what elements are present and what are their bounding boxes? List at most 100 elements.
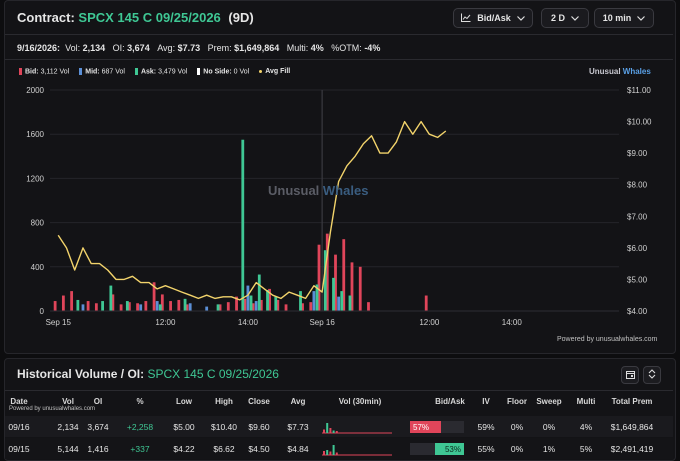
bar-bid	[334, 254, 337, 311]
stats-prem: $1,649,864	[234, 43, 280, 53]
bar-bid	[301, 303, 304, 311]
bar-bid	[284, 304, 288, 311]
cell-multi: 4%	[579, 422, 593, 432]
legend-avg-fill-label: Avg Fill	[265, 68, 291, 76]
oi-label: OI:	[112, 43, 125, 53]
column-header[interactable]: Total Prem	[611, 397, 653, 406]
volume-sparkline	[322, 423, 392, 434]
days-to-expiry: (9D)	[228, 10, 254, 25]
side-select[interactable]: Bid/Ask	[453, 8, 533, 28]
column-header[interactable]: Close	[248, 397, 270, 406]
table-row[interactable]	[5, 416, 673, 437]
y-tick-label: 400	[31, 263, 45, 272]
bar-bid	[424, 295, 428, 311]
brand-part2: Whales	[622, 67, 651, 76]
cell-date: 09/16	[8, 422, 30, 432]
historical-title-label: Historical Volume / OI:	[17, 367, 145, 381]
column-header[interactable]: Bid/Ask	[435, 397, 465, 406]
bar-bid	[276, 299, 280, 311]
watermark-part1: Unusual	[268, 183, 323, 198]
x-tick-label: 14:00	[238, 318, 259, 327]
interval-select-label: 10 min	[602, 13, 632, 23]
brand-logo: Unusual Whales	[589, 67, 651, 76]
bar-ask	[332, 277, 335, 311]
column-header[interactable]: Multi	[576, 397, 596, 406]
cell-high: $10.40	[211, 422, 237, 432]
cell-pct: +337	[130, 444, 150, 454]
column-header[interactable]: Vol	[62, 397, 74, 406]
bar-mid	[312, 291, 316, 311]
bar-ask	[101, 301, 104, 311]
legend-ask[interactable]: Ask: 3,479 Vol	[134, 68, 188, 76]
y-tick-label: 0	[40, 307, 45, 316]
legend-mid[interactable]: Mid: 687 Vol	[79, 68, 125, 75]
bar-bid	[342, 239, 346, 311]
bar-bid	[127, 302, 131, 311]
historical-title: Historical Volume / OI: SPCX 145 C 09/25…	[17, 367, 279, 381]
contract-symbol[interactable]: SPCX 145 C 09/25/2026	[78, 10, 221, 25]
chart-watermark: Unusual Whales	[268, 183, 368, 198]
bid-ask-bar: 57%	[410, 421, 464, 433]
column-header[interactable]: %	[136, 397, 144, 406]
y2-tick-label: $11.00	[627, 86, 651, 95]
column-header[interactable]: IV	[482, 397, 490, 406]
watermark-part2: Whales	[322, 183, 369, 198]
cell-sweep: 0%	[542, 422, 556, 432]
legend-avg-fill[interactable]: Avg Fill	[259, 68, 290, 75]
cell-low: $4.22	[173, 444, 195, 454]
column-header[interactable]: Date	[10, 397, 28, 406]
stats-oi: 3,674	[127, 43, 150, 53]
y2-tick-label: $8.00	[627, 181, 648, 190]
legend-bid[interactable]: Bid: 3,112 Vol	[19, 68, 69, 75]
legend-ask-label: Ask:	[140, 68, 157, 76]
bar-bid	[358, 266, 362, 311]
bar-ask	[125, 301, 129, 311]
column-header[interactable]: Sweep	[536, 397, 562, 406]
export-button[interactable]	[621, 366, 639, 384]
vol-label: Vol:	[65, 43, 81, 53]
interval-select[interactable]: 10 min	[594, 8, 654, 28]
sort-button[interactable]	[643, 366, 661, 384]
bar-bid	[185, 304, 189, 311]
bar-bid	[259, 299, 263, 311]
bar-mid	[81, 304, 85, 311]
bar-mid	[205, 306, 209, 311]
x-tick-label: Sep 16	[309, 318, 335, 327]
line-chart-icon	[461, 13, 471, 24]
column-header[interactable]: Avg	[290, 397, 306, 406]
column-header[interactable]: High	[215, 397, 233, 406]
volume-sparkline	[322, 445, 392, 456]
column-header[interactable]: OI	[93, 397, 103, 406]
cell-oi: 1,416	[87, 444, 109, 454]
bar-ask	[249, 295, 253, 311]
stats-vol: 2,134	[82, 43, 106, 53]
x-tick-label: 12:00	[419, 318, 440, 327]
cell-floor: 0%	[510, 422, 524, 432]
legend-ask-value: 3,479 Vol	[158, 68, 188, 76]
range-select[interactable]: 2 D	[541, 8, 589, 28]
column-header[interactable]: Low	[176, 397, 192, 406]
table-row[interactable]	[5, 438, 673, 459]
otm-label: %OTM:	[331, 43, 362, 53]
cell-close: $9.60	[248, 422, 270, 432]
bar-ask	[323, 250, 327, 311]
legend-mid-value: 687 Vol	[101, 68, 125, 76]
y2-tick-label: $9.00	[627, 149, 648, 158]
bid-ask-bar: 53%	[410, 443, 464, 455]
bar-ask	[274, 296, 278, 311]
x-tick-label: Sep 15	[46, 318, 72, 327]
bar-bid	[251, 303, 255, 311]
cell-high: $6.62	[213, 444, 235, 454]
historical-contract: SPCX 145 C 09/25/2026	[147, 367, 279, 381]
legend-no-side-value: 0 Vol	[233, 68, 250, 76]
bar-mid	[254, 301, 258, 311]
column-header[interactable]: Vol (30min)	[338, 397, 382, 406]
powered-by[interactable]: Powered by unusualwhales.com	[557, 336, 658, 343]
column-header[interactable]: Floor	[507, 397, 527, 406]
multi-label: Multi:	[286, 43, 309, 53]
legend-no-side[interactable]: No Side: 0 Vol	[197, 68, 249, 75]
cell-iv: 59%	[477, 422, 495, 432]
cell-vol: 5,144	[57, 444, 79, 454]
legend-bid-value: 3,112 Vol	[40, 68, 70, 76]
